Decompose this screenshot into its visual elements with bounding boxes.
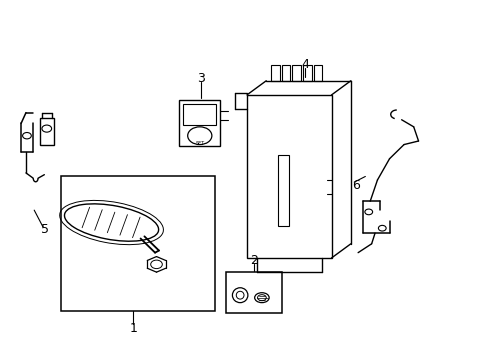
Text: 4: 4 (301, 58, 308, 71)
Text: 5: 5 (41, 223, 49, 236)
Bar (292, 65, 301, 81)
Text: 2: 2 (249, 254, 257, 267)
Bar (303, 65, 311, 81)
Text: SET: SET (195, 141, 204, 146)
Text: 1: 1 (129, 322, 137, 336)
Bar (278, 155, 288, 226)
Bar (270, 65, 279, 81)
Text: 6: 6 (351, 179, 359, 192)
Bar (246, 95, 331, 258)
Bar (183, 104, 216, 125)
Bar (179, 100, 220, 146)
Bar (61, 176, 215, 311)
Bar (313, 65, 322, 81)
Bar (225, 272, 281, 313)
Bar (281, 65, 290, 81)
Bar (40, 118, 54, 145)
Text: 3: 3 (197, 72, 204, 85)
